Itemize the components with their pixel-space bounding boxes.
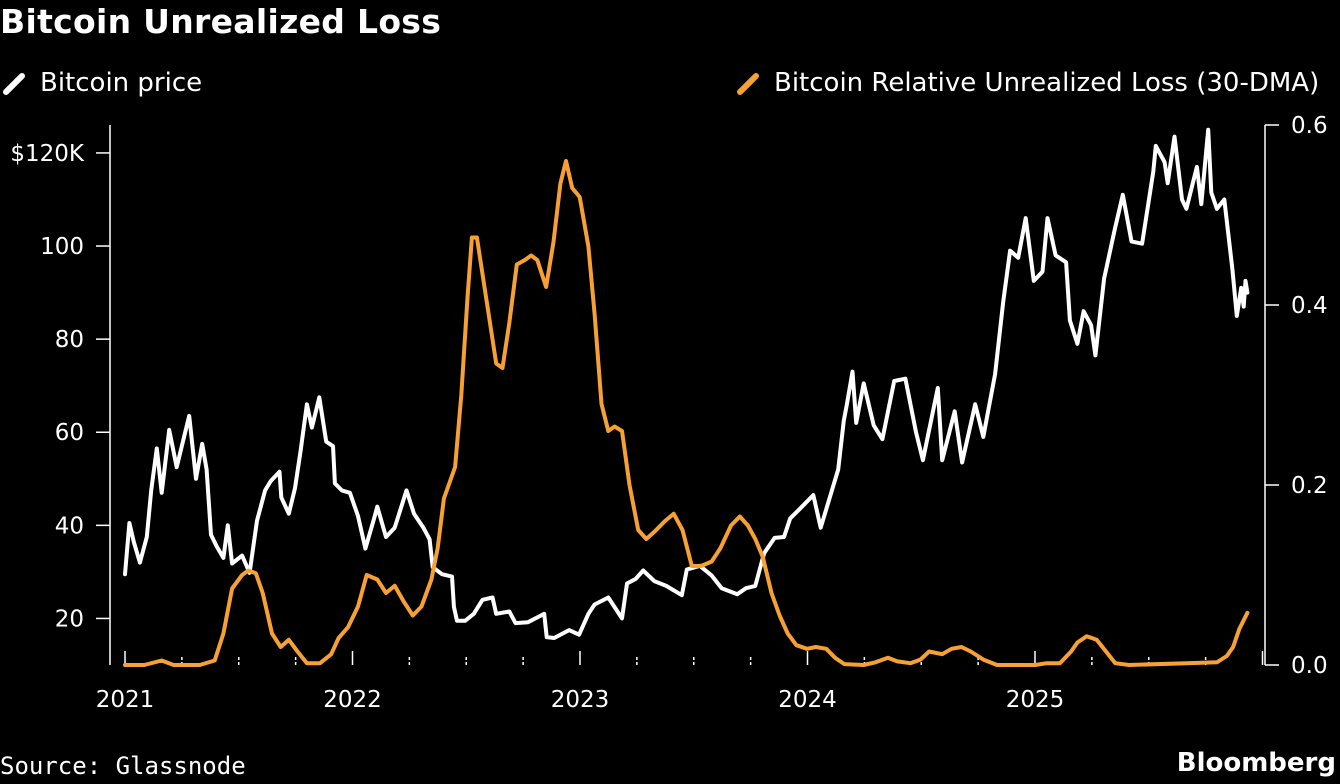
left-tick-label: 40 xyxy=(55,513,84,539)
left-tick-label: 20 xyxy=(55,606,84,632)
left-tick-label: 80 xyxy=(55,327,84,353)
left-tick-label: 60 xyxy=(55,420,84,446)
right-tick-label: 0.0 xyxy=(1291,653,1328,679)
series-line-unrealized-loss xyxy=(123,159,1250,667)
x-tick-label: 2022 xyxy=(323,687,382,713)
x-tick-label: 2024 xyxy=(778,687,837,713)
legend-item-loss[interactable]: Bitcoin Relative Unrealized Loss (30-DMA… xyxy=(736,66,1319,100)
source-note: Source: Glassnode xyxy=(0,752,246,780)
brand-logo: Bloomberg xyxy=(1176,748,1336,778)
legend-item-price[interactable]: Bitcoin price xyxy=(2,66,202,100)
legend-swatch-loss xyxy=(736,70,762,96)
right-tick-label: 0.2 xyxy=(1291,473,1328,499)
x-tick-label: 2025 xyxy=(1006,687,1065,713)
left-tick-label: $120K xyxy=(10,141,85,167)
x-tick-label: 2023 xyxy=(551,687,610,713)
right-tick-label: 0.4 xyxy=(1291,293,1328,319)
legend-swatch-price xyxy=(2,70,28,96)
x-tick-label: 2021 xyxy=(96,687,155,713)
left-tick-label: 100 xyxy=(40,234,84,260)
legend-label-price: Bitcoin price xyxy=(40,68,203,98)
legend-label-loss: Bitcoin Relative Unrealized Loss (30-DMA… xyxy=(774,68,1320,98)
right-tick-label: 0.6 xyxy=(1291,113,1328,139)
series-line-bitcoin-price xyxy=(123,127,1250,640)
chart-title: Bitcoin Unrealized Loss xyxy=(0,2,442,41)
